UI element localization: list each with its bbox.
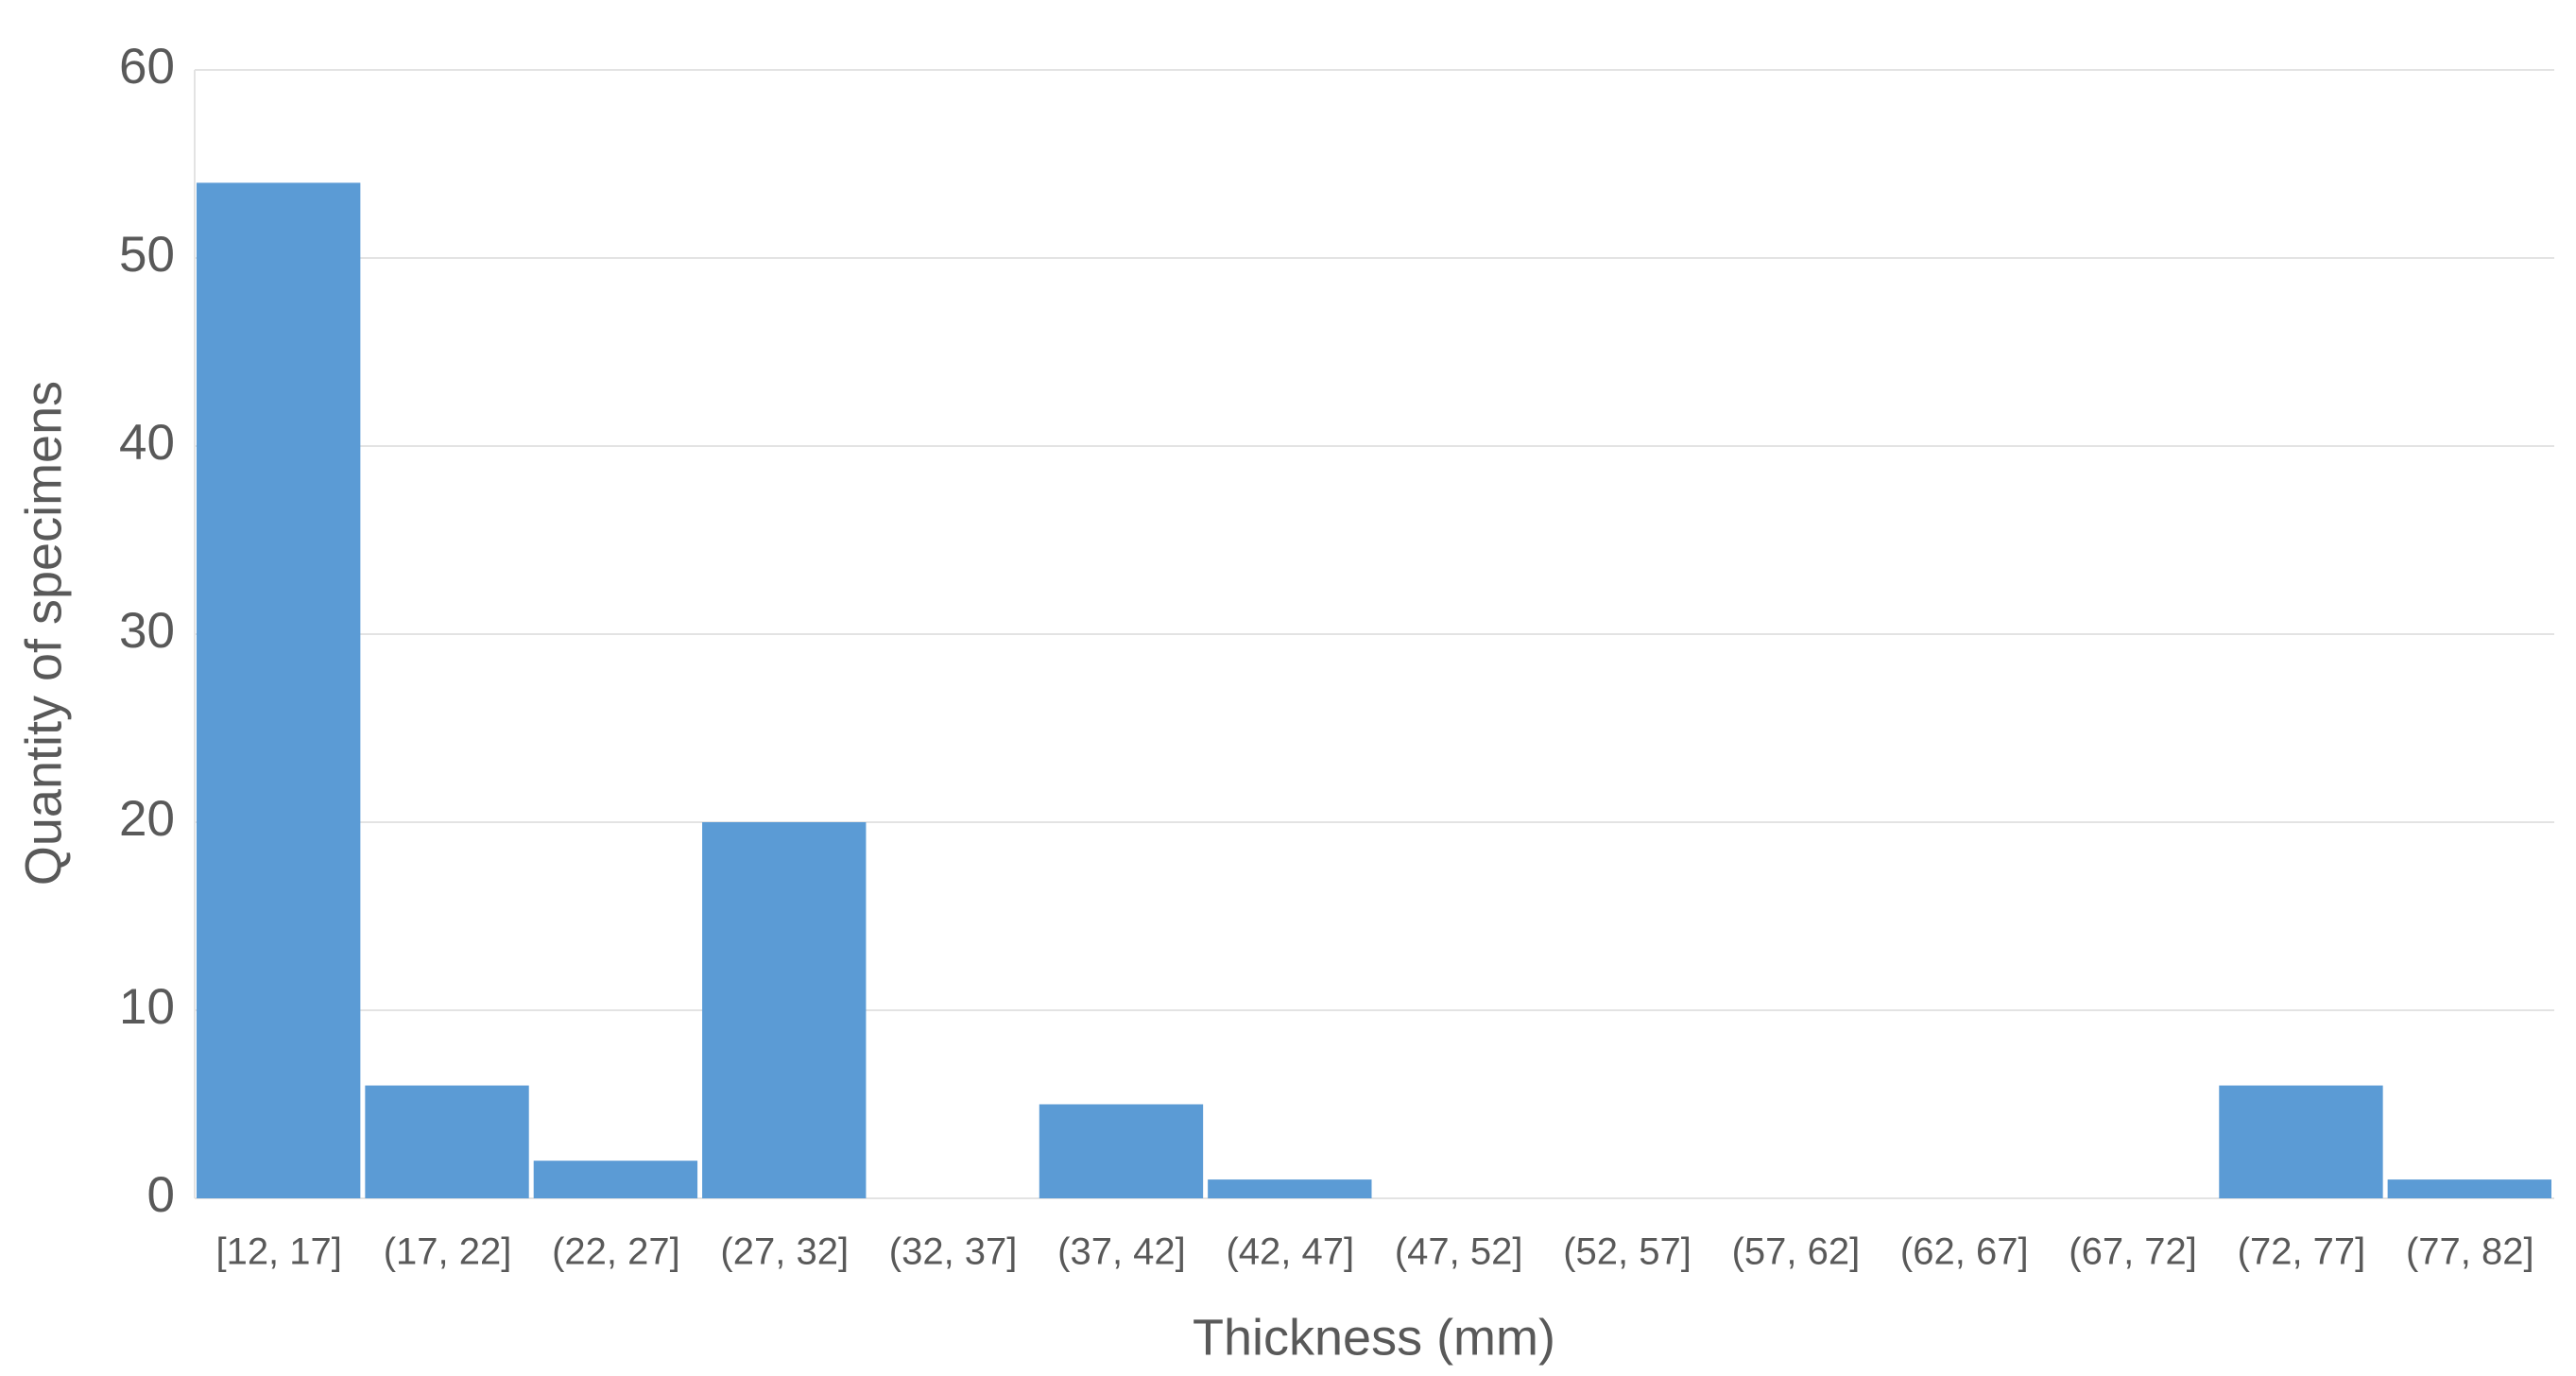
y-tick-label: 0 <box>147 1167 175 1223</box>
y-tick-label: 60 <box>119 39 175 95</box>
y-tick-label: 30 <box>119 603 175 659</box>
x-tick-label: (32, 37] <box>889 1231 1018 1273</box>
x-tick-label: (37, 42] <box>1057 1231 1186 1273</box>
x-tick-label: (17, 22] <box>384 1231 512 1273</box>
x-tick-label: (72, 77] <box>2238 1231 2366 1273</box>
bar <box>197 182 361 1198</box>
bar <box>1039 1104 1204 1198</box>
x-axis-title: Thickness (mm) <box>1193 1309 1555 1366</box>
bar <box>702 822 867 1198</box>
x-tick-label: (52, 57] <box>1563 1231 1692 1273</box>
x-tick-label: (47, 52] <box>1395 1231 1523 1273</box>
x-tick-label: (57, 62] <box>1732 1231 1861 1273</box>
y-tick-label: 20 <box>119 791 175 847</box>
x-tick-label: (22, 27] <box>552 1231 680 1273</box>
y-tick-label: 10 <box>119 979 175 1035</box>
x-tick-label: [12, 17] <box>215 1231 341 1273</box>
bar <box>2219 1085 2383 1198</box>
y-tick-label: 40 <box>119 415 175 471</box>
bar <box>365 1085 529 1198</box>
x-tick-label: (67, 72] <box>2069 1231 2197 1273</box>
y-axis-title: Quantity of specimens <box>15 381 72 886</box>
bar <box>1208 1179 1372 1198</box>
x-tick-label: (42, 47] <box>1226 1231 1354 1273</box>
bar <box>533 1161 698 1198</box>
x-tick-label: (27, 32] <box>720 1231 849 1273</box>
y-tick-label: 50 <box>119 227 175 283</box>
x-tick-label: (77, 82] <box>2406 1231 2534 1273</box>
x-tick-label: (62, 67] <box>1900 1231 2029 1273</box>
bar <box>2387 1179 2551 1198</box>
